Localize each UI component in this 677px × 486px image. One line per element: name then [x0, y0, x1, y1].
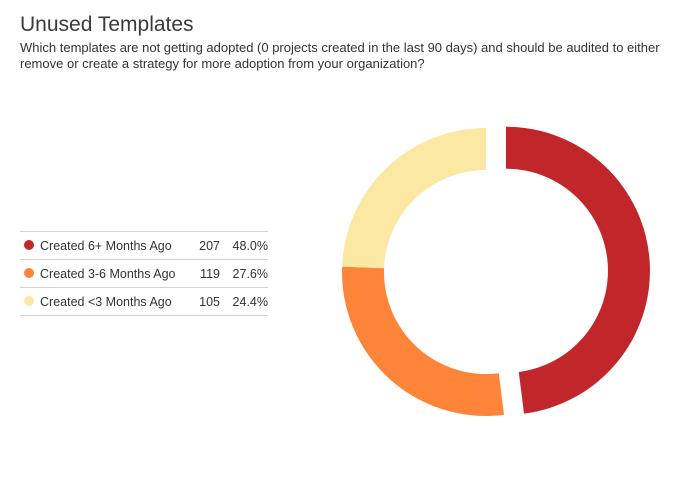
donut-slice[interactable]	[342, 128, 486, 269]
legend-swatch	[24, 267, 34, 278]
header: Unused Templates Which templates are not…	[20, 12, 670, 72]
legend-percent: 48.0%	[232, 238, 268, 253]
legend-swatch	[24, 239, 34, 250]
legend-row[interactable]: Created <3 Months Ago 105 24.4%	[20, 287, 268, 316]
legend-count: 119	[200, 266, 220, 281]
legend-row[interactable]: Created 3-6 Months Ago 119 27.6%	[20, 259, 268, 288]
donut-slice[interactable]	[505, 126, 650, 414]
chart-subtitle: Which templates are not getting adopted …	[20, 40, 660, 71]
legend-label: Created <3 Months Ago	[40, 294, 172, 309]
legend-table: Created 6+ Months Ago 207 48.0% Created …	[20, 231, 268, 316]
donut-slice[interactable]	[342, 266, 505, 416]
legend-label: Created 3-6 Months Ago	[40, 266, 176, 281]
legend-label: Created 6+ Months Ago	[40, 238, 172, 253]
chart-title: Unused Templates	[20, 13, 194, 36]
legend-percent: 24.4%	[232, 294, 268, 309]
legend-row[interactable]: Created 6+ Months Ago 207 48.0%	[20, 231, 268, 260]
legend-count: 105	[199, 294, 220, 309]
legend-swatch	[24, 295, 34, 306]
legend-count: 207	[199, 238, 220, 253]
legend-percent: 27.6%	[232, 266, 268, 281]
